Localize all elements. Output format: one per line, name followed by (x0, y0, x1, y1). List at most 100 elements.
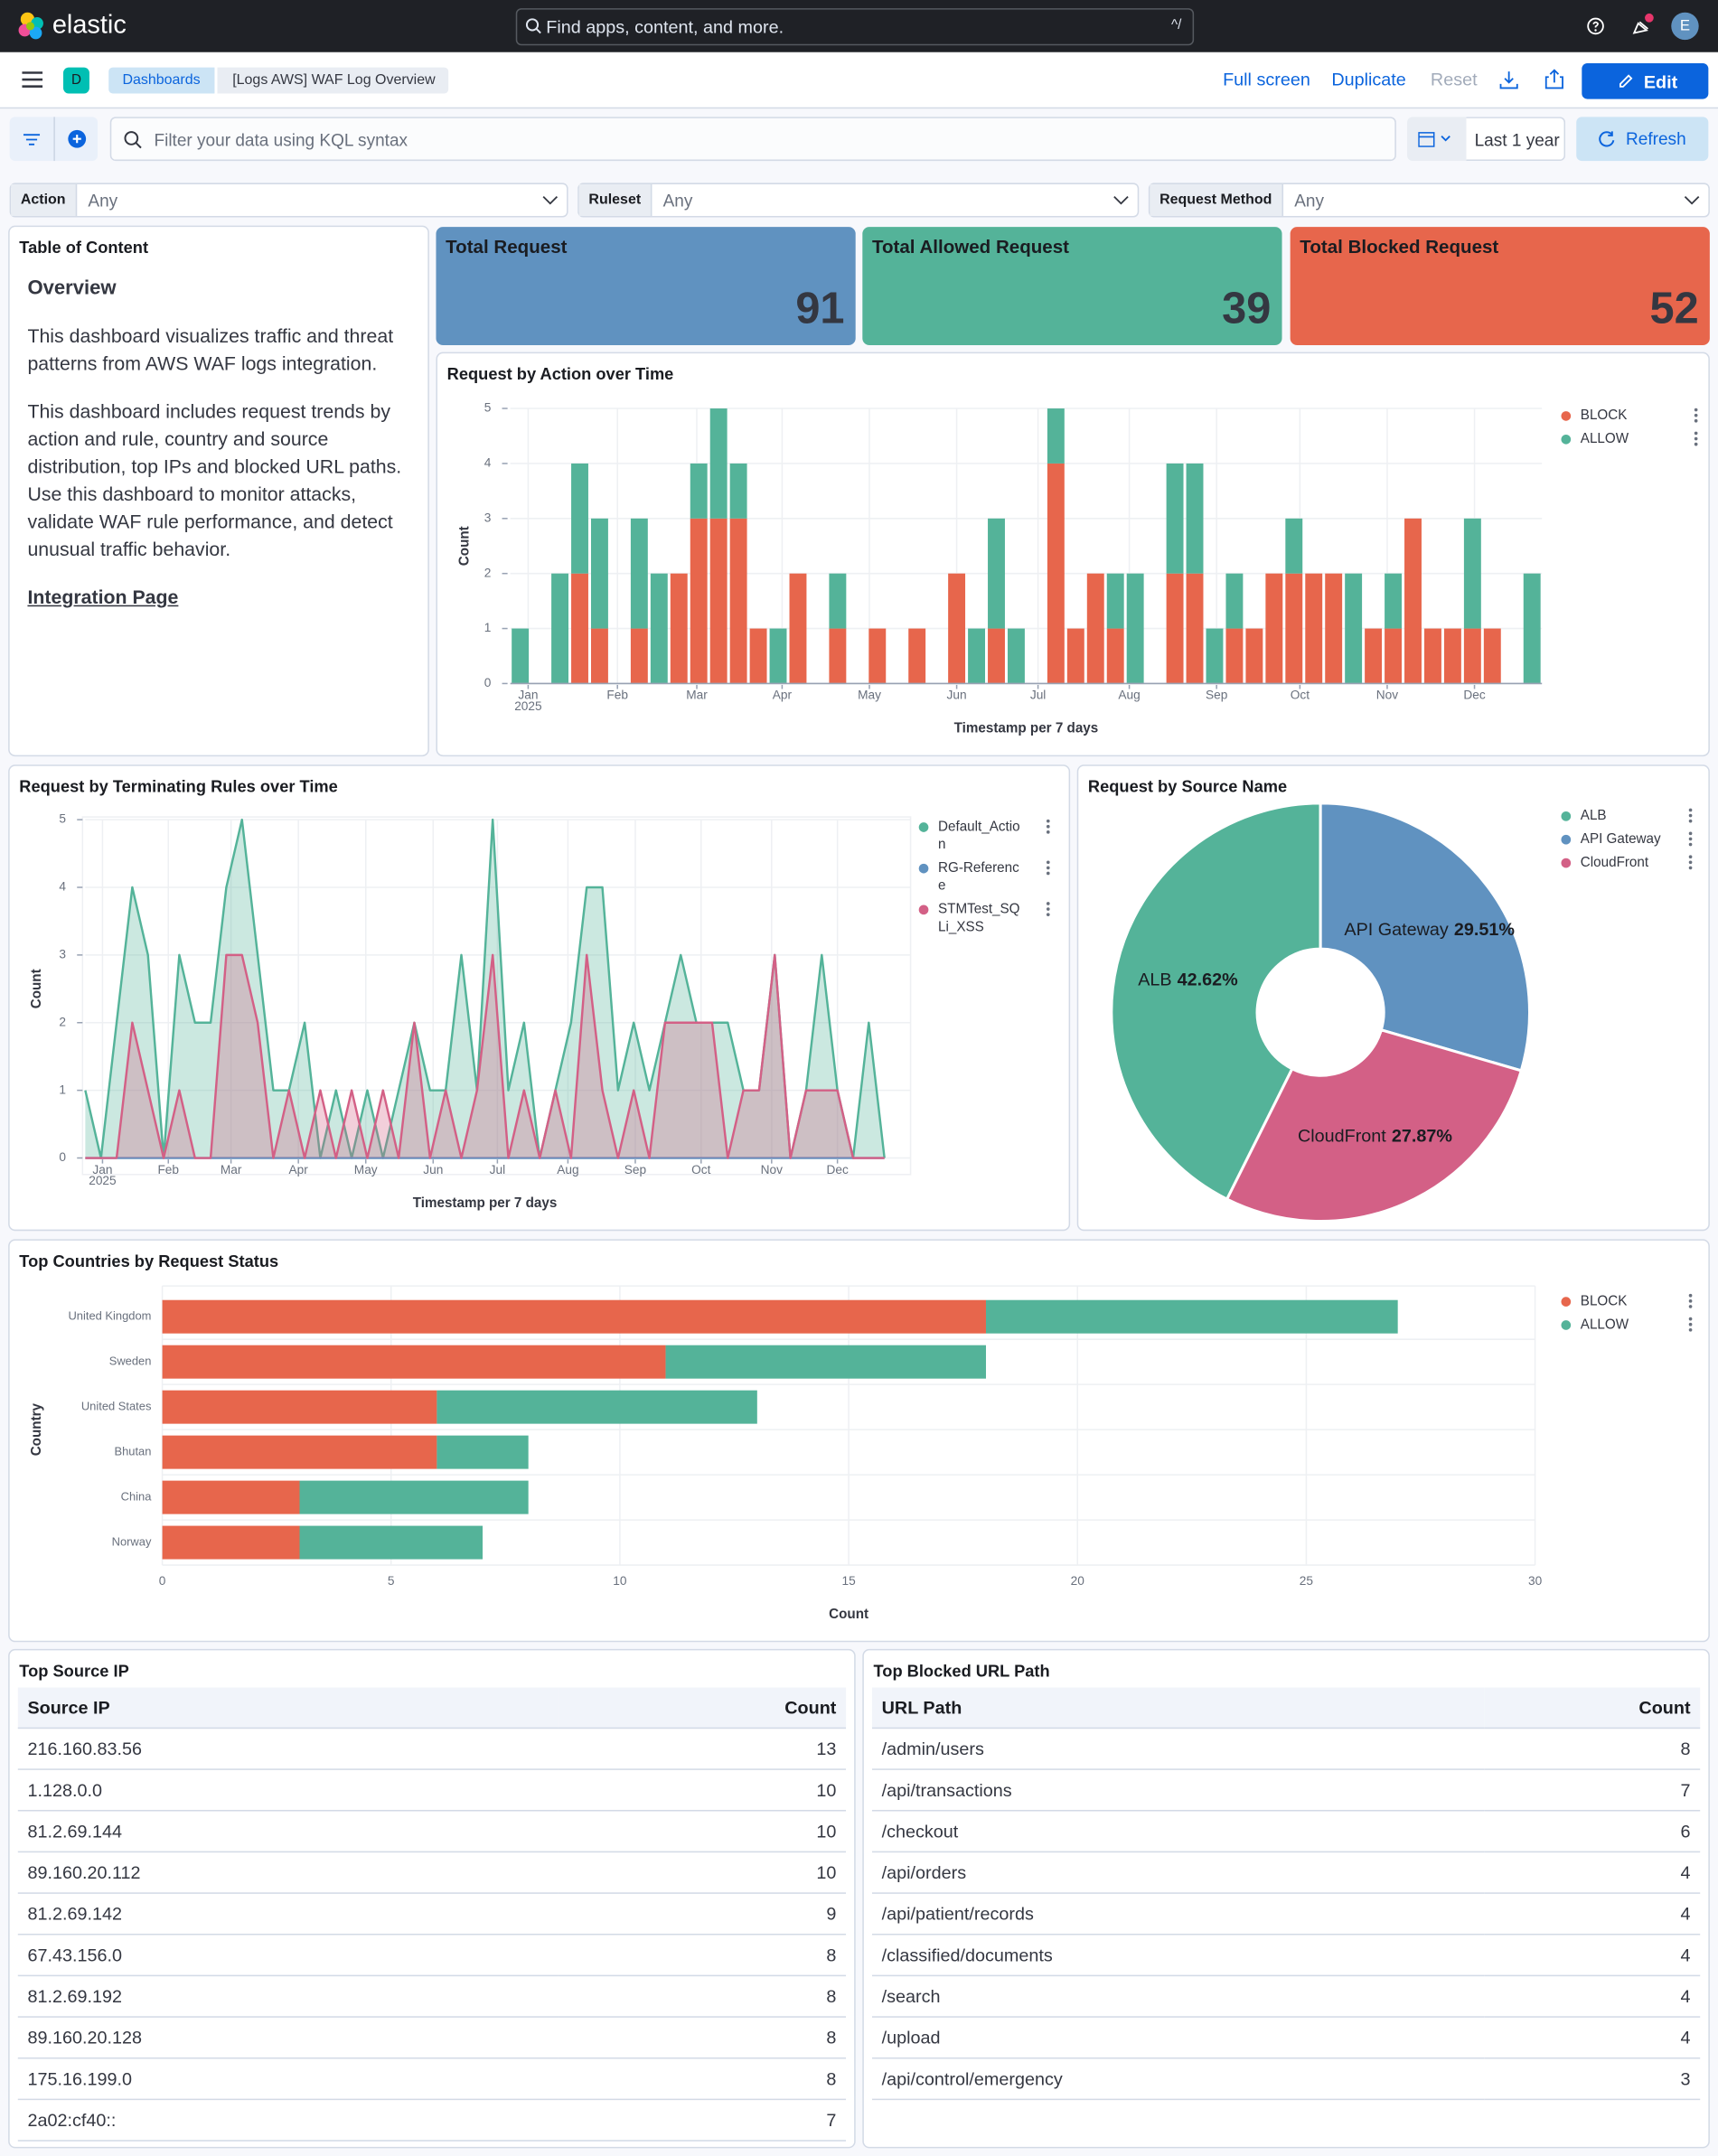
bar (789, 573, 807, 684)
search-icon (525, 18, 541, 34)
bar (829, 628, 847, 684)
table-row: 2a02:cf40:: 7 (17, 2099, 847, 2142)
table-row: 81.2.69.144 10 (17, 1810, 847, 1853)
download-icon[interactable] (1499, 70, 1518, 89)
bar (1186, 463, 1204, 574)
legend-item[interactable]: ALLOW (1561, 1317, 1693, 1335)
dot (1046, 824, 1050, 829)
bar (162, 1345, 666, 1379)
y-axis-title: Count (456, 526, 472, 566)
legend-menu (1688, 1317, 1693, 1332)
x-tick-label: Mar (221, 1163, 242, 1176)
full-screen-button[interactable]: Full screen (1223, 69, 1310, 89)
bar (1443, 628, 1461, 684)
legend-menu (1046, 860, 1050, 876)
brand-name[interactable]: elastic (52, 11, 127, 41)
kql-search[interactable]: Filter your data using KQL syntax (109, 117, 1396, 162)
toc-heading: Overview (27, 277, 117, 300)
control[interactable]: Ruleset Any (577, 183, 1140, 218)
table-cell: /upload (871, 2017, 1484, 2059)
legend-item[interactable]: Default_Action (918, 819, 1051, 855)
legend-item[interactable]: RG-Reference (918, 859, 1051, 895)
share-icon[interactable] (1544, 69, 1563, 89)
metric-title: Total Request (446, 236, 568, 258)
user-avatar[interactable]: E (1671, 12, 1699, 41)
edit-label: Edit (1643, 71, 1678, 92)
bar (1523, 573, 1541, 684)
legend-item[interactable]: ALLOW (1561, 430, 1698, 448)
metric-value: 39 (1222, 283, 1272, 333)
metric-title: Total Blocked Request (1300, 236, 1499, 258)
legend-item[interactable]: API Gateway (1561, 830, 1693, 848)
bar (670, 573, 688, 684)
bar (1305, 573, 1323, 684)
legend-item[interactable]: BLOCK (1561, 408, 1698, 426)
y-tick-label: Bhutan (114, 1445, 151, 1458)
global-search[interactable]: Find apps, content, and more. ^/ (515, 8, 1195, 46)
dot (1688, 855, 1693, 859)
refresh-button[interactable]: Refresh (1576, 117, 1709, 162)
panel-title: Top Blocked URL Path (873, 1661, 1050, 1681)
legend-item[interactable]: STMTest_SQLi_XSS (918, 901, 1051, 937)
breadcrumb[interactable]: Dashboards (108, 67, 214, 94)
bar (908, 628, 926, 684)
chevron-path (1684, 196, 1700, 205)
news-icon[interactable] (1630, 13, 1655, 37)
chevron-path (542, 196, 559, 205)
duplicate-button[interactable]: Duplicate (1331, 69, 1406, 89)
filter-icon[interactable] (23, 134, 41, 146)
legend-menu (1046, 819, 1050, 834)
help-icon[interactable] (1586, 16, 1605, 35)
legend-item[interactable]: BLOCK (1561, 1293, 1693, 1311)
y-tick-label: 1 (59, 1083, 66, 1096)
elastic-logo[interactable] (16, 11, 46, 41)
add-filter-icon[interactable] (68, 129, 87, 148)
bar (162, 1435, 437, 1469)
x-tick-label: Jan (518, 689, 538, 702)
x-tick-label: Sep (624, 1163, 647, 1176)
x-tick-label: Apr (289, 1163, 309, 1176)
bar (512, 628, 530, 684)
control[interactable]: Request Method Any (1148, 183, 1710, 218)
pie-slice (1225, 1027, 1524, 1223)
legend-label: RG-Reference (938, 860, 1019, 895)
table-cell: 8 (559, 2017, 847, 2059)
edit-button[interactable]: Edit (1582, 63, 1709, 99)
table-wrap: URL Path Count/admin/users 8/api/transacti… (871, 1687, 1701, 2101)
bar (1106, 628, 1124, 684)
panel-title: Top Countries by Request Status (19, 1251, 279, 1271)
bar (571, 463, 588, 574)
x-axis-title: Timestamp per 7 days (954, 721, 1099, 736)
space-badge[interactable]: D (63, 67, 89, 94)
table-cell: /search (871, 1975, 1484, 2018)
date-quick-menu[interactable] (1407, 117, 1467, 162)
legend-item[interactable]: CloudFront (1561, 854, 1693, 872)
dot (1694, 436, 1698, 441)
bar (690, 463, 708, 519)
dot (1688, 1327, 1693, 1332)
table-cell: 9 (559, 1893, 847, 1936)
integration-link[interactable]: Integration Page (27, 586, 179, 608)
control[interactable]: Action Any (9, 183, 568, 218)
legend-item[interactable]: ALB (1561, 807, 1693, 825)
legend-swatch (918, 905, 929, 915)
menu-button[interactable] (22, 71, 43, 88)
table-cell: 89.160.20.128 (17, 2017, 559, 2059)
slice-value: 29.51% (1454, 920, 1515, 940)
date-picker[interactable]: Last 1 year (1466, 117, 1566, 162)
reset-button[interactable]: Reset (1430, 69, 1478, 89)
x-tick-label: Jul (490, 1163, 506, 1176)
legend-swatch (918, 863, 929, 874)
chart-panel: Request by Terminating Rules over Time 0… (8, 764, 1071, 1232)
table-cell: 175.16.199.0 (17, 2058, 559, 2101)
x-tick-label: 5 (388, 1574, 395, 1588)
dot (1046, 907, 1050, 911)
bar (1285, 518, 1303, 574)
legend-label: ALLOW (1580, 431, 1629, 447)
bar (1186, 573, 1204, 684)
bar (1166, 463, 1184, 574)
table-cell: 10 (559, 1810, 847, 1853)
x-tick-label: Sep (1206, 689, 1228, 702)
slice-name: ALB (1138, 970, 1171, 990)
